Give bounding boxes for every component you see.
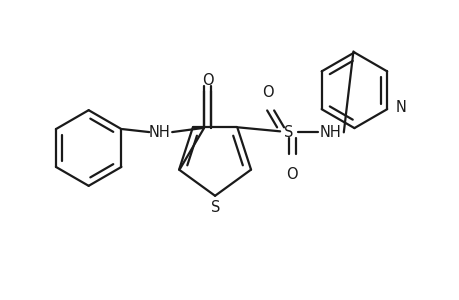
Text: S: S	[211, 200, 220, 215]
Text: O: O	[201, 73, 213, 88]
Text: NH: NH	[148, 124, 170, 140]
Text: N: N	[395, 100, 406, 115]
Text: S: S	[284, 125, 293, 140]
Text: O: O	[285, 167, 297, 182]
Text: NH: NH	[319, 125, 341, 140]
Text: O: O	[262, 85, 274, 100]
